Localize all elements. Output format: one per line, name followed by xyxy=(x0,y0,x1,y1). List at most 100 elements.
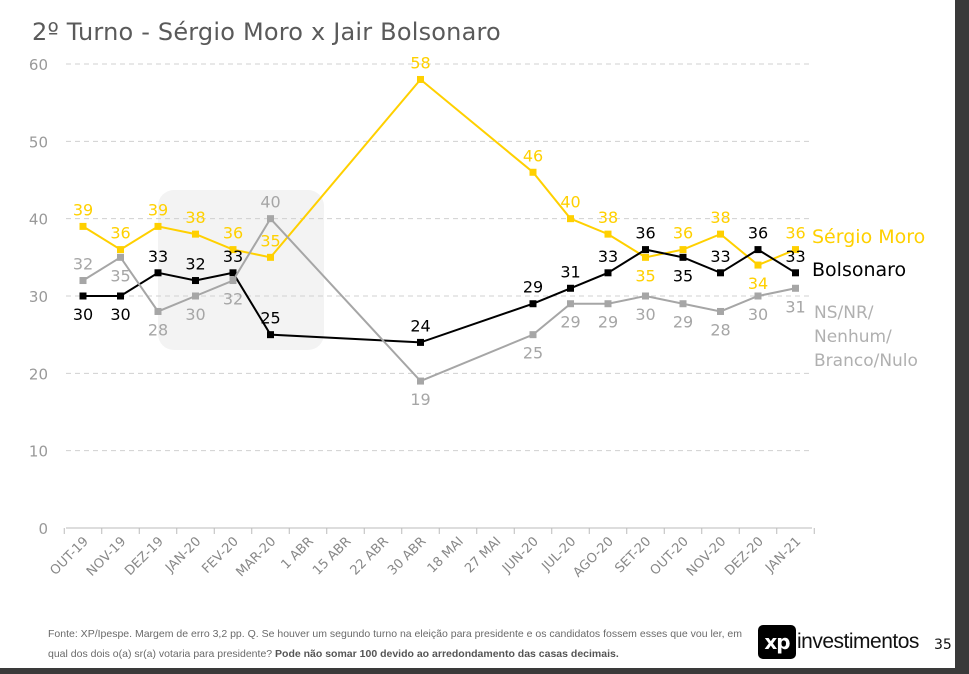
data-label: 40 xyxy=(260,193,280,212)
line-chart: 0102030405060OUT-19NOV-19DEZ-19JAN-20FEV… xyxy=(29,53,925,580)
x-tick-label: SET-20 xyxy=(612,534,654,576)
xp-logo: xp investimentos xyxy=(758,625,919,659)
footer-source: Fonte: XP/Ipespe. Margem de erro 3,2 pp.… xyxy=(48,624,748,664)
x-tick-label: 18 MAI xyxy=(425,534,467,576)
x-tick-label: NOV-19 xyxy=(84,534,129,579)
data-point xyxy=(417,377,424,385)
data-point xyxy=(192,292,199,300)
data-label: 36 xyxy=(785,224,805,243)
data-label: 38 xyxy=(185,208,205,227)
data-point xyxy=(79,292,87,300)
data-point xyxy=(642,253,649,261)
x-tick-label: JAN-20 xyxy=(162,534,204,576)
data-point xyxy=(417,338,424,346)
data-label: 30 xyxy=(635,305,655,324)
data-point xyxy=(604,300,612,308)
data-label: 29 xyxy=(523,278,543,297)
page-number: 35 xyxy=(934,637,952,653)
data-label: 29 xyxy=(560,313,580,332)
x-tick-label: OUT-19 xyxy=(47,534,91,578)
data-point xyxy=(567,215,574,223)
data-point xyxy=(717,230,724,238)
data-point xyxy=(79,222,87,230)
data-label: 38 xyxy=(710,208,730,227)
data-label: 39 xyxy=(148,200,168,219)
data-label: 25 xyxy=(260,309,280,328)
x-tick-label: NOV-20 xyxy=(684,534,729,579)
y-tick-label: 20 xyxy=(29,365,48,383)
data-point xyxy=(154,269,162,277)
y-tick-label: 50 xyxy=(29,133,48,151)
data-label: 35 xyxy=(635,266,655,285)
y-tick-label: 10 xyxy=(29,443,48,461)
data-point xyxy=(417,75,424,83)
x-tick-label: JUN-20 xyxy=(499,534,542,577)
data-point xyxy=(529,168,537,176)
data-point xyxy=(604,269,612,277)
data-label: 33 xyxy=(223,247,243,266)
data-label: 34 xyxy=(748,274,768,293)
data-label: 29 xyxy=(598,313,618,332)
data-label: 29 xyxy=(673,313,693,332)
data-label: 38 xyxy=(598,208,618,227)
data-label: 30 xyxy=(185,305,205,324)
data-point xyxy=(717,307,724,315)
data-label: 32 xyxy=(223,290,243,309)
data-point xyxy=(642,246,649,254)
data-point xyxy=(679,246,687,254)
data-label: 30 xyxy=(110,305,130,324)
data-point xyxy=(117,246,124,254)
data-label: 35 xyxy=(260,231,280,250)
rounding-note: Pode não somar 100 devido ao arredondame… xyxy=(275,648,619,660)
x-tick-label: MAR-20 xyxy=(233,534,279,580)
data-point xyxy=(154,307,162,315)
data-point xyxy=(529,331,537,339)
data-label: 40 xyxy=(560,193,580,212)
data-point xyxy=(192,230,199,238)
x-tick-label: DEZ-19 xyxy=(122,534,167,579)
data-point xyxy=(604,230,612,238)
data-label: 36 xyxy=(110,224,130,243)
legend-label: NS/NR/Nenhum/Branco/Nulo xyxy=(814,303,918,371)
data-point xyxy=(792,284,799,292)
data-point xyxy=(117,292,124,300)
data-point xyxy=(267,331,274,339)
x-tick-label: 22 ABR xyxy=(348,534,392,578)
x-tick-label: AGO-20 xyxy=(570,534,616,580)
xp-logo-text: investimentos xyxy=(797,630,919,653)
data-point xyxy=(679,300,687,308)
y-tick-label: 40 xyxy=(29,211,48,229)
data-label: 28 xyxy=(710,320,730,339)
watermark-box xyxy=(158,190,324,350)
data-point xyxy=(229,269,237,277)
data-point xyxy=(717,269,724,277)
data-label: 35 xyxy=(110,266,130,285)
data-label: 36 xyxy=(673,224,693,243)
data-point xyxy=(117,253,124,261)
data-point xyxy=(267,215,274,223)
data-point xyxy=(267,253,274,261)
xp-logo-mark: xp xyxy=(758,625,796,659)
legend-label: Sérgio Moro xyxy=(812,226,925,248)
y-tick-label: 30 xyxy=(29,288,48,306)
x-tick-label: 27 MAI xyxy=(462,534,504,576)
data-label: 31 xyxy=(560,262,580,281)
data-label: 32 xyxy=(73,255,93,274)
x-tick-label: DEZ-20 xyxy=(722,534,767,579)
source-text: Fonte: XP/Ipespe. Margem de erro 3,2 pp.… xyxy=(48,628,742,660)
data-point xyxy=(792,246,799,254)
data-point xyxy=(567,284,574,292)
data-label: 30 xyxy=(748,305,768,324)
data-point xyxy=(79,277,87,285)
data-label: 28 xyxy=(148,320,168,339)
x-tick-label: JAN-21 xyxy=(762,534,804,576)
data-point xyxy=(229,246,237,254)
data-point xyxy=(229,277,237,285)
data-label: 33 xyxy=(785,247,805,266)
y-tick-label: 0 xyxy=(38,520,48,538)
data-label: 19 xyxy=(410,390,430,409)
data-point xyxy=(754,261,762,269)
data-label: 33 xyxy=(710,247,730,266)
data-label: 24 xyxy=(410,316,430,335)
x-tick-label: 30 ABR xyxy=(385,534,429,578)
